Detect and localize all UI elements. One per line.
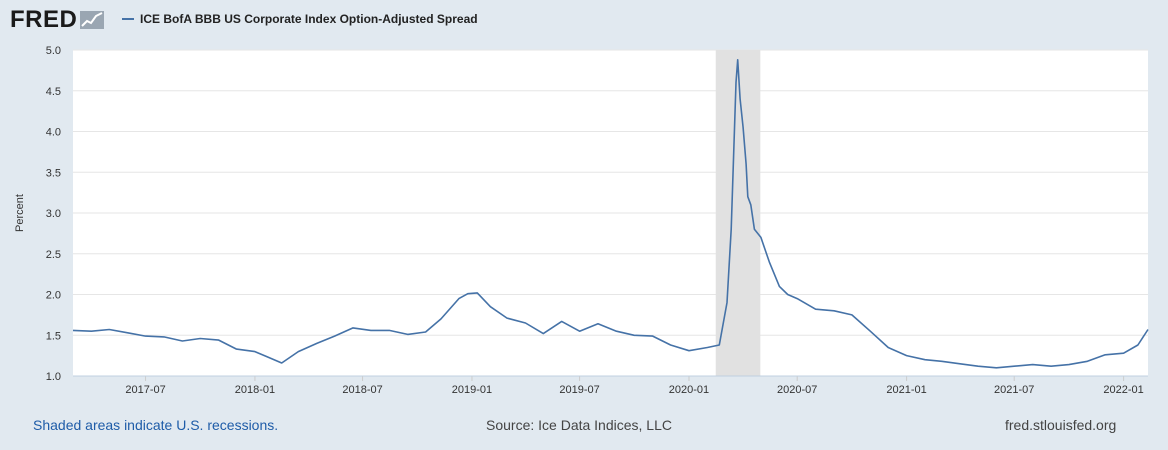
x-tick-label: 2020-01 xyxy=(669,384,709,396)
x-tick-label: 2021-07 xyxy=(994,384,1034,396)
y-tick-label: 5.0 xyxy=(46,45,61,57)
chart-logo-icon xyxy=(80,11,105,29)
y-axis-label: Percent xyxy=(14,194,26,232)
x-tick-label: 2017-07 xyxy=(125,384,165,396)
legend-swatch xyxy=(122,18,134,20)
y-tick-label: 1.0 xyxy=(46,371,61,383)
x-tick-label: 2019-07 xyxy=(559,384,599,396)
site-url: fred.stlouisfed.org xyxy=(1005,417,1117,433)
chart-legend[interactable]: ICE BofA BBB US Corporate Index Option-A… xyxy=(122,12,478,26)
source-text: Source: Ice Data Indices, LLC xyxy=(486,417,672,433)
x-tick-label: 2018-07 xyxy=(342,384,382,396)
x-tick-label: 2021-01 xyxy=(886,384,926,396)
y-tick-label: 1.5 xyxy=(46,330,61,342)
recession-note-link[interactable]: Shaded areas indicate U.S. recessions. xyxy=(33,417,279,433)
line-chart: 1.0 1.5 2.0 2.5 3.0 3.5 4.0 4.5 5.0 2017-07 2018-0… xyxy=(14,45,1149,396)
x-tick-label: 2018-01 xyxy=(235,384,275,396)
x-tick-label: 2019-01 xyxy=(452,384,492,396)
y-tick-label: 3.5 xyxy=(46,167,61,179)
series-line xyxy=(72,58,1149,369)
fred-logo[interactable]: FRED xyxy=(10,6,105,34)
y-tick-label: 2.0 xyxy=(46,290,61,302)
x-tick-label: 2020-07 xyxy=(777,384,817,396)
y-tick-label: 3.0 xyxy=(46,208,61,220)
x-tick-label: 2022-01 xyxy=(1103,384,1143,396)
legend-label: ICE BofA BBB US Corporate Index Option-A… xyxy=(140,12,478,26)
logo-text: FRED xyxy=(10,6,78,33)
y-tick-label: 2.5 xyxy=(46,249,61,261)
y-tick-label: 4.0 xyxy=(46,127,61,139)
y-tick-label: 4.5 xyxy=(46,86,61,98)
